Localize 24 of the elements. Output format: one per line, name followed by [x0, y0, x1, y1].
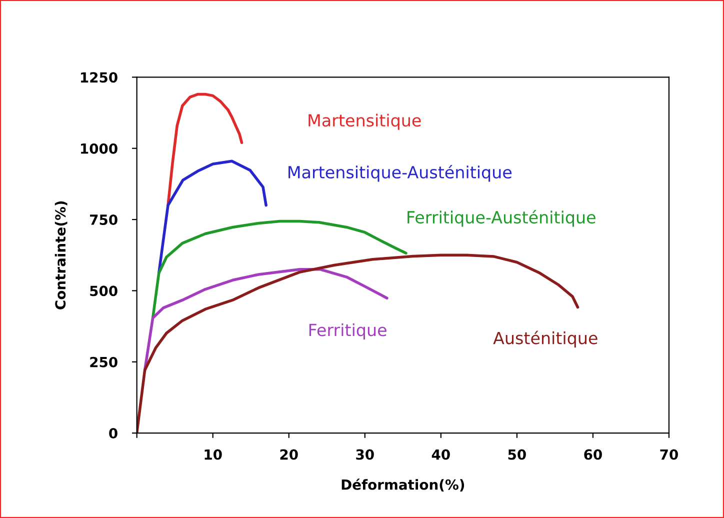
line-series [143, 268, 388, 372]
y-axis-title: Contrainte(%) [54, 201, 68, 310]
x-tick-label: 30 [356, 449, 374, 460]
y-tick-label: 250 [90, 356, 118, 368]
series-label: Ferritique [309, 323, 386, 340]
x-axis-title: Déformation(%) [342, 478, 464, 492]
x-tick-label: 60 [584, 449, 602, 460]
y-tick-label: 500 [90, 286, 118, 296]
x-tick-label: 50 [508, 449, 526, 460]
y-tick-label: 1250 [81, 72, 118, 83]
series-label: Martensitique-Austénitique [288, 164, 512, 182]
text: Martensitique [308, 114, 421, 130]
line-series [157, 160, 268, 274]
series-label: Austénitique [493, 330, 598, 348]
line-series [166, 92, 244, 207]
y-tick-label: 1000 [81, 143, 118, 154]
series-label: Ferritique-Austénitique [408, 210, 596, 227]
line-series [151, 220, 408, 320]
x-tick-label: 10 [204, 449, 222, 460]
x-tick-label: 40 [432, 449, 450, 460]
x-tick-label: 70 [660, 449, 678, 460]
x-tick-label: 20 [280, 449, 298, 460]
y-tick-label: 0 [109, 428, 118, 439]
y-tick-label: 750 [90, 214, 118, 226]
